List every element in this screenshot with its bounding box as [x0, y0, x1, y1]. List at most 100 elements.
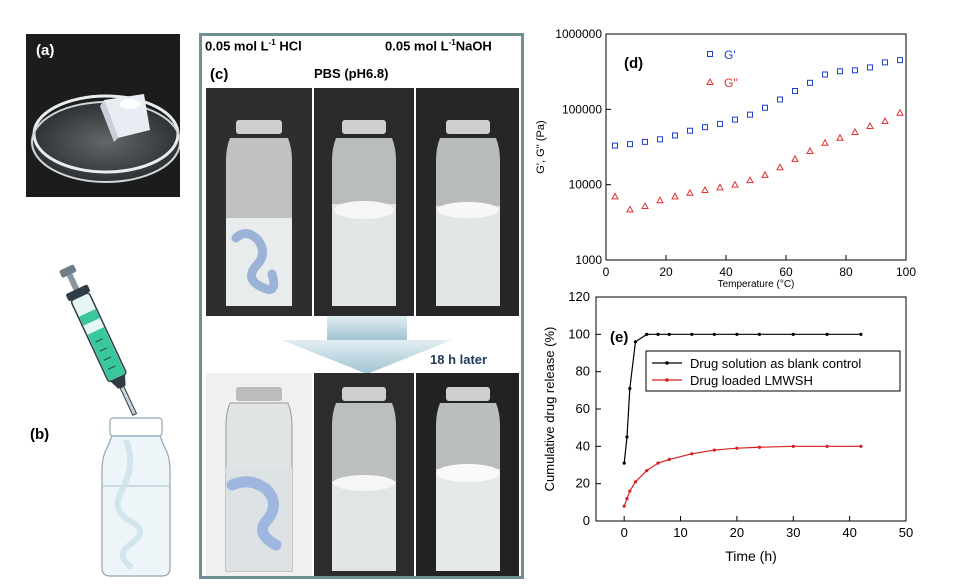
chart-d-point-gprime	[687, 127, 693, 134]
chart-d-point-gdoubleprime	[731, 180, 739, 188]
chart-e-point-lmwsh	[645, 469, 649, 473]
chart-d-point-gprime	[612, 142, 618, 149]
chart-d-point-gprime	[642, 138, 648, 145]
chart-d-point-gprime	[732, 116, 738, 123]
chart-d-point-gprime	[822, 71, 828, 78]
chart-e-point-lmwsh	[757, 445, 762, 449]
petri-dish-photo: (a)	[26, 34, 180, 197]
chart-d-point-gprime	[702, 124, 708, 131]
chart-e-release: 0 10 20 30 40 50 0 20 40 60 80 100 120 Time (h) Cumula…	[542, 289, 913, 564]
chart-e-legend-box	[645, 350, 901, 392]
chart-e-point-blank-control	[633, 340, 638, 344]
vial-photo-hcl-18h	[206, 373, 312, 576]
chart-e-ylabel: Cumulative drug release (%)	[542, 327, 557, 492]
chart-d-point-gdoubleprime	[611, 192, 619, 200]
chart-e-point-blank-control	[791, 332, 795, 336]
vial-photo-hcl-initial	[206, 88, 312, 316]
chart-e-xlabel: Time (h)	[725, 548, 777, 564]
chart-d-point-gdoubleprime	[866, 122, 874, 130]
chart-e-point-blank-control	[690, 332, 694, 336]
chart-e-ytick-label: 60	[576, 401, 590, 416]
chart-d-point-gdoubleprime	[761, 170, 769, 178]
chart-d-point-gdoubleprime	[626, 205, 634, 213]
chart-d-point-gprime	[672, 132, 678, 139]
chart-d-legend-label: G''	[724, 76, 738, 90]
chart-d-xlabel: Temperature (°C)	[718, 279, 795, 290]
chart-e-ytick-label: 40	[576, 438, 590, 453]
chart-d-xtick-label: 20	[659, 265, 673, 279]
chart-e-xtick-label: 0	[621, 525, 628, 540]
chart-d-xtick-label: 100	[896, 265, 916, 279]
chart-e-point-blank-control	[825, 332, 829, 336]
vial-photo-naoh-18h	[416, 373, 519, 576]
chart-e-point-lmwsh	[825, 444, 829, 448]
chart-d-point-gdoubleprime	[791, 154, 799, 162]
chart-d-point-gdoubleprime	[821, 138, 829, 146]
chart-e-point-lmwsh	[625, 497, 629, 501]
vial-photo-pbs-18h	[314, 373, 414, 576]
chart-d-point-gprime	[777, 96, 783, 103]
chart-d-point-gdoubleprime	[671, 192, 679, 200]
chart-d-legend-label: G'	[724, 48, 736, 62]
chart-d-panel-label: (d)	[624, 55, 643, 72]
chart-d-point-gprime	[882, 59, 888, 66]
hcl-label: 0.05 mol L-1 HCl	[205, 38, 302, 54]
chart-e-line-lmwsh	[623, 445, 861, 507]
chart-d-legend-marker	[707, 51, 713, 57]
chart-d-legend-marker	[706, 77, 714, 85]
chart-e-point-lmwsh	[859, 444, 863, 448]
chart-d-xtick-label: 80	[839, 265, 853, 279]
chart-d-xtick-label: 60	[779, 265, 793, 279]
chart-e-point-blank-control	[735, 332, 739, 336]
chart-d-point-gprime	[717, 120, 723, 127]
chart-e-line-blank-control	[623, 333, 861, 464]
chart-e-point-lmwsh	[622, 504, 626, 508]
chart-e-ytick-label: 0	[583, 513, 590, 528]
time-later-label: 18 h later	[430, 352, 488, 367]
naoh-label: 0.05 mol L-1NaOH	[385, 38, 492, 54]
chart-d-xtick-label: 0	[603, 265, 610, 279]
panel-a-label: (a)	[36, 42, 55, 59]
chart-e-xtick-label: 20	[730, 525, 744, 540]
chart-d-ytick-label: 1000	[575, 253, 602, 267]
chart-d-point-gprime	[897, 57, 903, 64]
chart-e-point-lmwsh	[791, 444, 795, 448]
chart-e-legend-marker	[665, 361, 669, 365]
vial-cap	[109, 417, 163, 437]
panel-c-label: (c)	[210, 66, 229, 83]
chart-d-point-gdoubleprime	[656, 196, 664, 204]
chart-d-ytick-label: 10000	[569, 178, 603, 192]
down-arrow-icon	[282, 316, 452, 374]
chart-e-legend-label: Drug solution as blank control	[690, 356, 861, 371]
chart-d-point-gdoubleprime	[776, 163, 784, 171]
chart-e-point-blank-control	[656, 332, 660, 336]
chart-d-ytick-label: 1000000	[555, 27, 602, 41]
chart-d-point-gprime	[747, 111, 753, 118]
chart-e-frame	[595, 296, 907, 522]
chart-e-ytick-label: 100	[568, 326, 590, 341]
chart-d-point-gdoubleprime	[686, 188, 694, 196]
chart-e-point-blank-control	[622, 461, 626, 465]
chart-d-point-gprime	[792, 88, 798, 95]
chart-e-legend-label: Drug loaded LMWSH	[690, 373, 813, 388]
chart-d-point-gdoubleprime	[641, 202, 649, 210]
chart-e-point-lmwsh	[656, 461, 660, 465]
chart-d-rheology: 0 20 40 60 80 100 1000 10000 100000 1000000 Temper…	[535, 27, 916, 290]
chart-e-legend-marker	[665, 378, 669, 382]
chart-d-point-gprime	[627, 141, 633, 148]
chart-e-ytick-label: 120	[568, 289, 590, 304]
chart-d-point-gdoubleprime	[746, 176, 754, 184]
chart-e-xtick-label: 50	[899, 525, 913, 540]
chart-e-point-lmwsh	[690, 452, 694, 456]
panel-c-frame: 0.05 mol L-1 HCl 0.05 mol L-1NaOH (c) PB…	[199, 33, 524, 579]
chart-e-ytick-label: 80	[576, 364, 590, 379]
chart-d-ylabel: G', G'' (Pa)	[535, 120, 547, 173]
chart-d-ytick-label: 100000	[562, 102, 602, 116]
chart-e-point-blank-control	[628, 386, 632, 391]
chart-d-xtick-label: 40	[719, 265, 733, 279]
chart-d-point-gprime	[807, 79, 813, 86]
chart-d-point-gdoubleprime	[851, 127, 859, 136]
chart-d-point-gdoubleprime	[836, 133, 844, 141]
chart-e-point-blank-control	[645, 332, 649, 336]
vial-body	[101, 435, 171, 577]
